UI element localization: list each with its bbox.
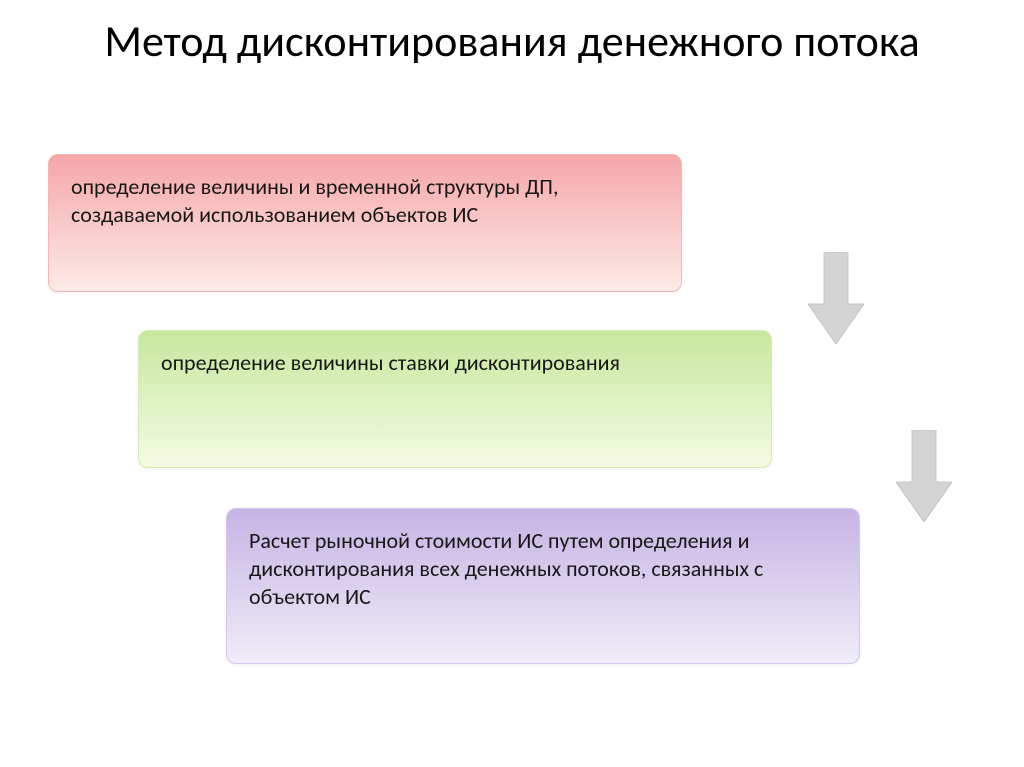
arrow-down-icon [896,430,952,522]
step-box-2: определение величины ставки дисконтирова… [138,330,772,468]
step-text-1: определение величины и временной структу… [71,173,659,229]
step-text-2: определение величины ставки дисконтирова… [161,349,749,377]
step-box-3: Расчет рыночной стоимости ИС путем опред… [226,508,860,664]
arrow-down-icon [808,252,864,344]
step-text-3: Расчет рыночной стоимости ИС путем опред… [249,527,837,611]
slide-title: Метод дисконтирования денежного потока [0,16,1024,67]
step-box-1: определение величины и временной структу… [48,154,682,292]
slide: Метод дисконтирования денежного потока о… [0,0,1024,767]
